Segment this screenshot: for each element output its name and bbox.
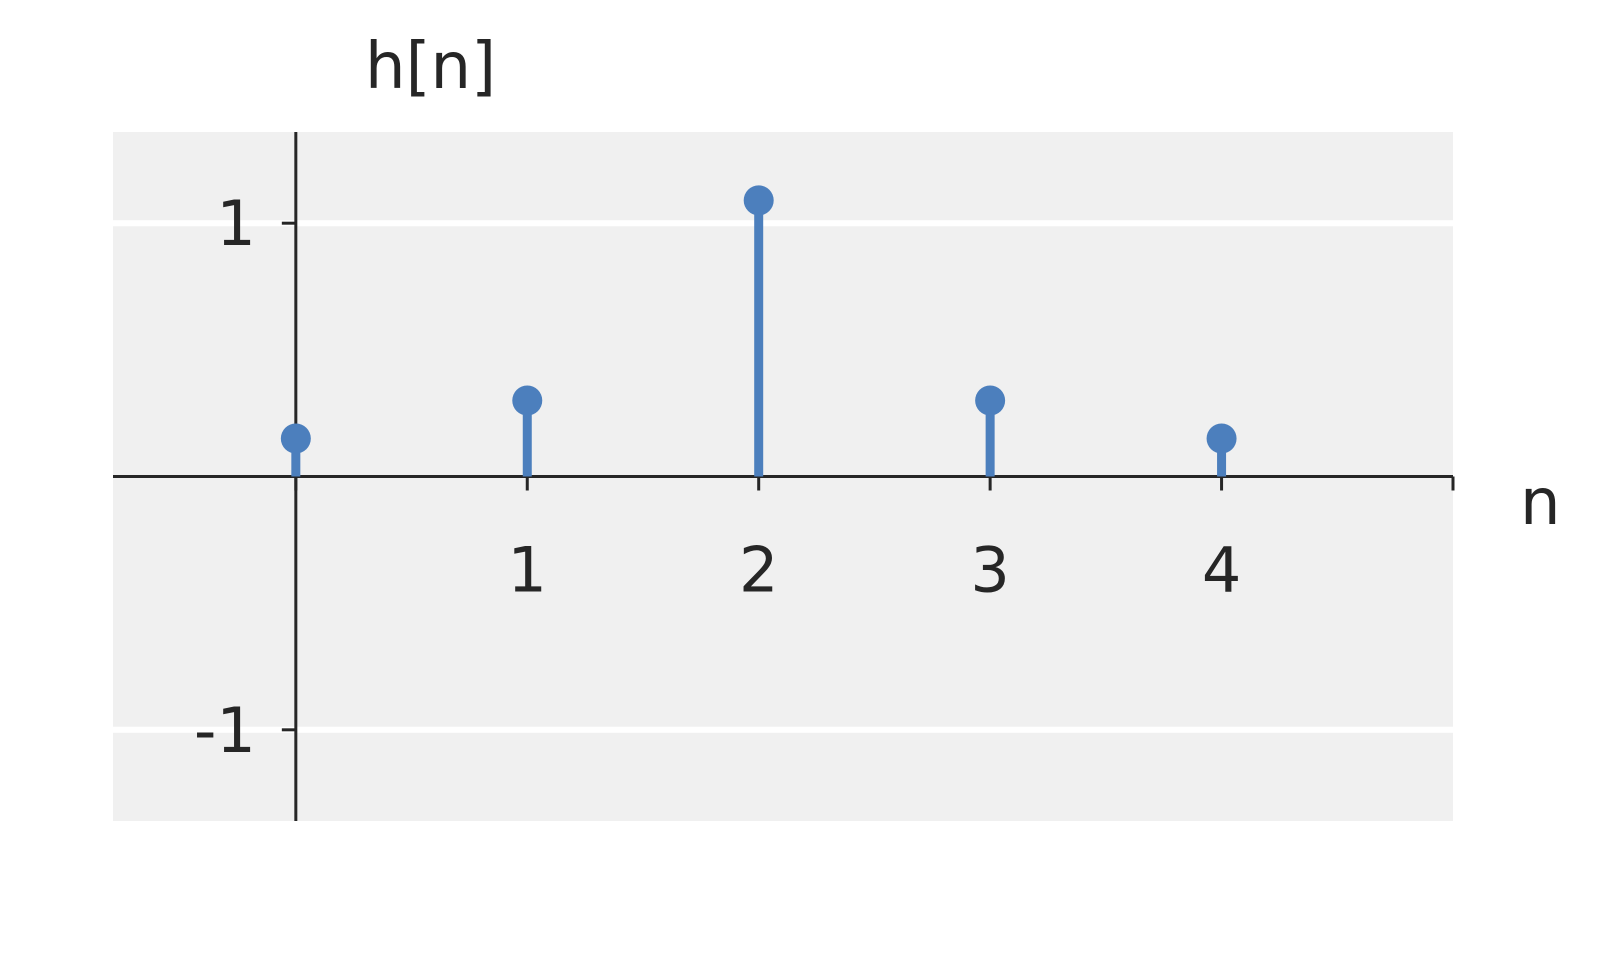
stem-marker — [1206, 423, 1237, 454]
y-axis-label: h[n] — [365, 30, 496, 104]
x-tick-label: 3 — [970, 534, 1009, 607]
tick-labels: 1 -1 1 2 3 4 — [194, 187, 1241, 767]
y-tick-label: 1 — [216, 187, 255, 260]
x-axis-label: n — [1520, 466, 1561, 540]
y-tick-label: -1 — [194, 694, 256, 767]
x-tick-label: 4 — [1202, 534, 1241, 607]
stems — [280, 185, 1237, 477]
stem-marker — [280, 423, 311, 454]
stem-marker — [975, 385, 1006, 416]
x-tick-label: 1 — [508, 534, 547, 607]
x-tick-label: 2 — [739, 534, 778, 607]
stem-marker — [512, 385, 543, 416]
grid-lines — [113, 220, 1453, 733]
stem-marker — [743, 185, 774, 216]
